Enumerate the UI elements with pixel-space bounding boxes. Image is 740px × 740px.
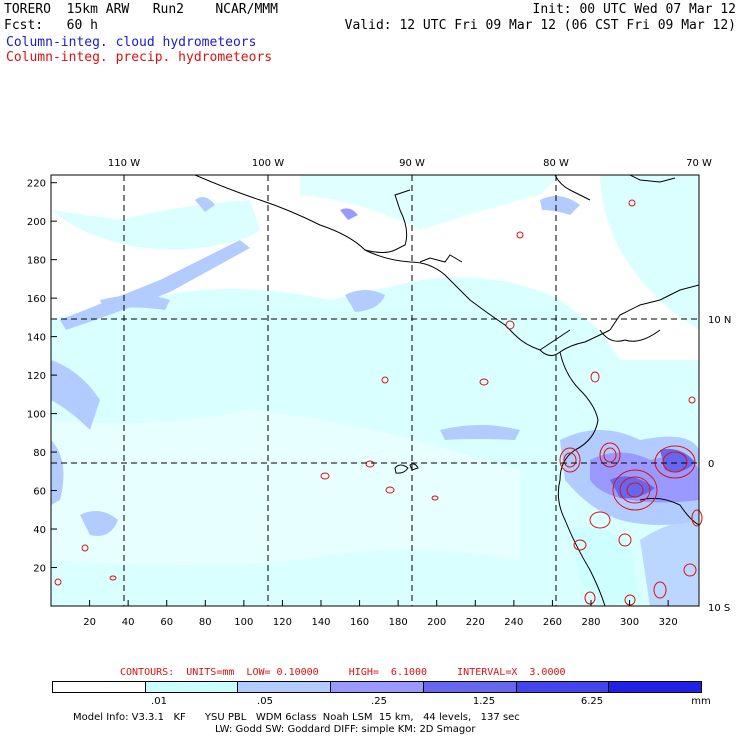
colorbar-unit: mm <box>691 696 711 707</box>
colorbar-label: 1.25 <box>472 696 496 707</box>
x-tick-label: 320 <box>659 617 678 628</box>
colorbar-label: .25 <box>371 696 387 707</box>
cloud-fields <box>51 175 699 606</box>
model-title: TORERO 15km ARW Run2 NCAR/MMM <box>4 2 278 17</box>
x-tick-label: 80 <box>199 617 212 628</box>
colorbar-segment <box>238 682 332 692</box>
colorbar-label: .05 <box>257 696 273 707</box>
y-tick-label: 180 <box>27 256 46 267</box>
latlon-grid <box>51 175 699 606</box>
colorbar-segment <box>423 682 517 692</box>
x-tick-label: 20 <box>83 617 96 628</box>
contour-info: CONTOURS: UNITS=mm LOW= 0.10000 HIGH= 6.… <box>120 667 566 678</box>
lon-label: 70 W <box>686 158 712 169</box>
lon-label: 80 W <box>543 158 569 169</box>
y-tick-label: 140 <box>27 333 46 344</box>
lat-label: 10 N <box>708 315 731 326</box>
lon-labels: 110 W 100 W 90 W 80 W 70 W <box>108 158 712 169</box>
colorbar-label: 6.25 <box>580 696 604 707</box>
y-tick-label: 120 <box>27 371 46 382</box>
model-physics: LW: Godd SW: Goddard DIFF: simple KM: 2D… <box>215 724 476 735</box>
y-tick-label: 220 <box>27 179 46 190</box>
lat-labels: 10 N 0 10 S <box>708 315 731 614</box>
colorbar-segment <box>609 682 702 692</box>
field-precip-label: Column-integ. precip. hydrometeors <box>6 50 273 65</box>
colorbar-segment <box>331 682 424 692</box>
y-tick-label: 20 <box>33 564 46 575</box>
x-tick-label: 160 <box>350 617 369 628</box>
x-tick-label: 120 <box>273 617 292 628</box>
y-axis: 20 40 60 80 100 120 140 160 180 200 220 <box>27 179 57 575</box>
y-tick-label: 160 <box>27 294 46 305</box>
y-tick-label: 60 <box>33 487 46 498</box>
field-cloud-label: Column-integ. cloud hydrometeors <box>6 35 257 50</box>
y-tick-label: 40 <box>33 525 46 536</box>
x-tick-label: 280 <box>581 617 600 628</box>
x-tick-label: 200 <box>427 617 446 628</box>
y-tick-label: 80 <box>33 448 46 459</box>
colorbar-label: .01 <box>151 696 167 707</box>
valid-time: Valid: 12 UTC Fri 09 Mar 12 (06 CST Fri … <box>344 18 736 33</box>
x-tick-label: 240 <box>504 617 523 628</box>
y-tick-label: 100 <box>27 410 46 421</box>
lon-label: 110 W <box>108 158 140 169</box>
lat-label: 0 <box>708 459 714 470</box>
x-tick-label: 100 <box>234 617 253 628</box>
forecast-hour: Fcst: 60 h <box>4 18 98 33</box>
colorbar-segment <box>53 682 146 692</box>
x-axis: 20 40 60 80 100 120 140 160 180 200 220 240 260 280 30… <box>83 600 678 628</box>
x-tick-label: 40 <box>122 617 135 628</box>
x-tick-label: 180 <box>389 617 408 628</box>
colorbar <box>52 681 702 693</box>
x-tick-label: 260 <box>543 617 562 628</box>
x-tick-label: 300 <box>620 617 639 628</box>
colorbar-segment <box>145 682 239 692</box>
x-tick-label: 60 <box>160 617 173 628</box>
lon-label: 100 W <box>252 158 284 169</box>
lat-label: 10 S <box>708 603 730 614</box>
model-info: Model Info: V3.3.1 KF YSU PBL WDM 6class… <box>73 712 520 723</box>
y-tick-label: 200 <box>27 217 46 228</box>
lon-label: 90 W <box>399 158 425 169</box>
map-frame <box>50 174 700 607</box>
x-tick-label: 220 <box>466 617 485 628</box>
init-time: Init: 00 UTC Wed 07 Mar 12 <box>532 2 737 17</box>
colorbar-segment <box>516 682 610 692</box>
x-tick-label: 140 <box>311 617 330 628</box>
